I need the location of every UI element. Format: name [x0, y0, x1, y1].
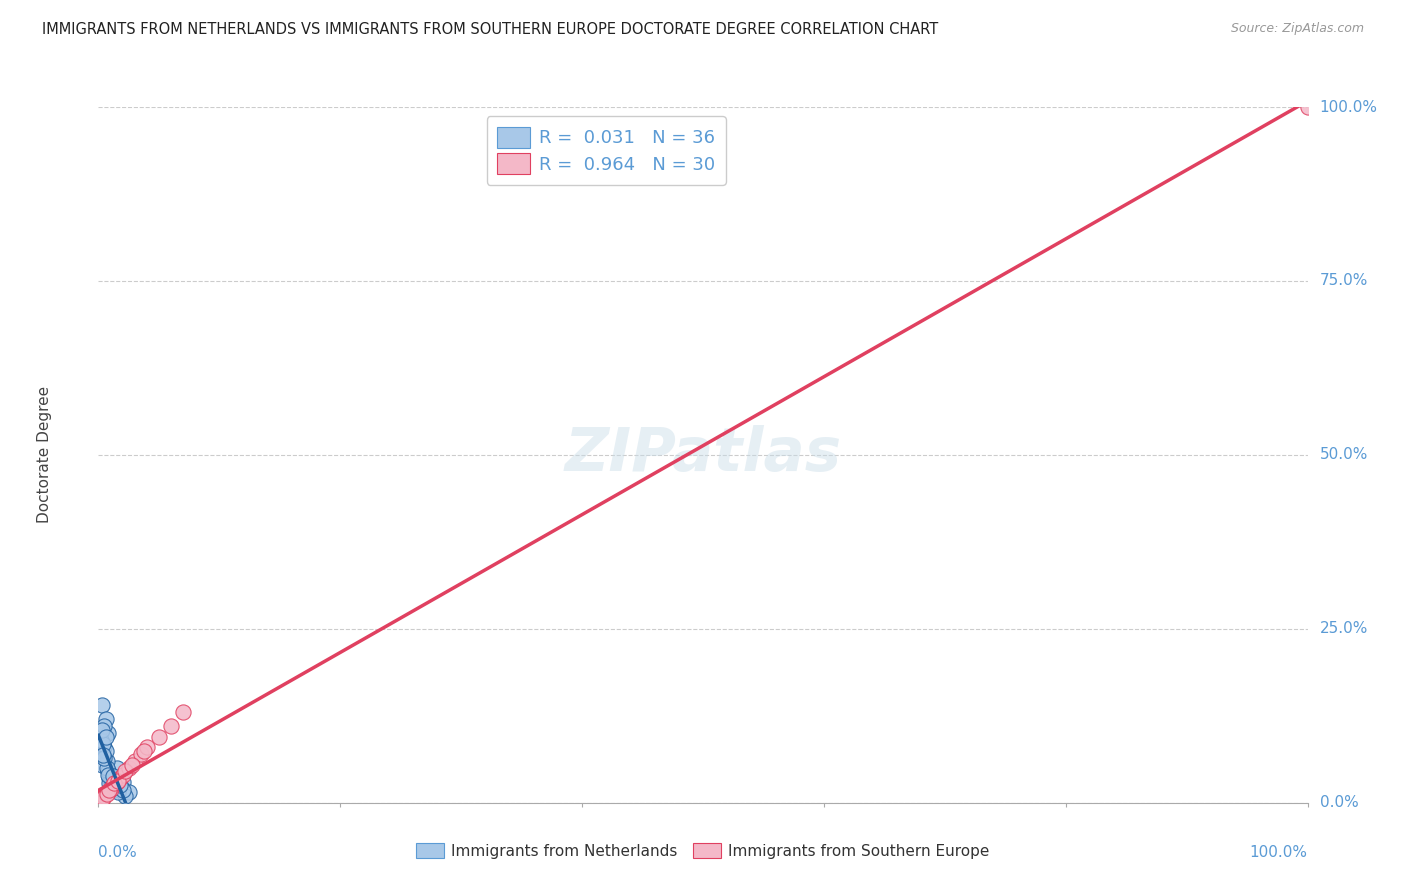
Point — [107, 785, 129, 799]
Point — [100, 775, 122, 789]
Point — [91, 791, 114, 805]
Point — [100, 768, 122, 782]
Point — [97, 785, 120, 799]
Point — [89, 795, 111, 809]
Point — [135, 740, 157, 755]
Point — [103, 776, 125, 790]
Point — [91, 757, 114, 772]
Point — [101, 778, 124, 792]
Point — [94, 712, 117, 726]
Text: Doctorate Degree: Doctorate Degree — [37, 386, 52, 524]
Point — [93, 789, 115, 803]
Point — [124, 754, 146, 768]
Point — [91, 791, 114, 805]
Point — [94, 788, 117, 802]
Text: ZIPatlas: ZIPatlas — [564, 425, 842, 484]
Point — [118, 761, 141, 775]
Point — [98, 772, 121, 786]
Point — [98, 783, 121, 797]
Point — [148, 730, 170, 744]
Point — [129, 747, 152, 761]
Point — [90, 794, 112, 808]
Point — [172, 706, 194, 720]
Point — [91, 748, 114, 763]
Point — [89, 795, 111, 809]
Point — [1296, 100, 1319, 114]
Point — [96, 754, 118, 768]
Text: IMMIGRANTS FROM NETHERLANDS VS IMMIGRANTS FROM SOUTHERN EUROPE DOCTORATE DEGREE : IMMIGRANTS FROM NETHERLANDS VS IMMIGRANT… — [42, 22, 938, 37]
Point — [101, 769, 124, 783]
Point — [97, 726, 120, 740]
Point — [98, 776, 121, 790]
Point — [96, 761, 118, 775]
Point — [93, 750, 115, 764]
Text: 100.0%: 100.0% — [1320, 100, 1378, 114]
Legend: Immigrants from Netherlands, Immigrants from Southern Europe: Immigrants from Netherlands, Immigrants … — [411, 837, 995, 864]
Point — [114, 764, 136, 779]
Point — [105, 775, 128, 789]
Text: 0.0%: 0.0% — [1320, 796, 1358, 810]
Point — [91, 723, 114, 737]
Point — [103, 783, 125, 797]
Point — [94, 730, 117, 744]
Point — [91, 737, 114, 751]
Point — [91, 747, 114, 761]
Point — [90, 733, 112, 747]
Point — [94, 744, 117, 758]
Point — [97, 764, 120, 779]
Point — [90, 793, 112, 807]
Point — [105, 781, 128, 796]
Point — [108, 778, 131, 792]
Point — [100, 773, 122, 788]
Point — [121, 757, 143, 772]
Point — [134, 744, 156, 758]
Point — [93, 740, 115, 755]
Point — [114, 789, 136, 803]
Point — [108, 778, 131, 792]
Point — [111, 768, 134, 782]
Point — [97, 768, 120, 782]
Point — [96, 787, 118, 801]
Text: 100.0%: 100.0% — [1250, 845, 1308, 860]
Text: 25.0%: 25.0% — [1320, 622, 1368, 636]
Point — [93, 719, 115, 733]
Point — [91, 698, 114, 713]
Point — [108, 772, 131, 786]
Point — [111, 783, 134, 797]
Point — [105, 761, 128, 775]
Point — [118, 785, 141, 799]
Point — [160, 719, 183, 733]
Text: 50.0%: 50.0% — [1320, 448, 1368, 462]
Text: 0.0%: 0.0% — [98, 845, 138, 860]
Point — [101, 781, 124, 796]
Point — [104, 780, 127, 795]
Point — [107, 773, 129, 788]
Text: 75.0%: 75.0% — [1320, 274, 1368, 288]
Point — [111, 775, 134, 789]
Text: Source: ZipAtlas.com: Source: ZipAtlas.com — [1230, 22, 1364, 36]
Point — [91, 790, 114, 805]
Point — [100, 781, 122, 796]
